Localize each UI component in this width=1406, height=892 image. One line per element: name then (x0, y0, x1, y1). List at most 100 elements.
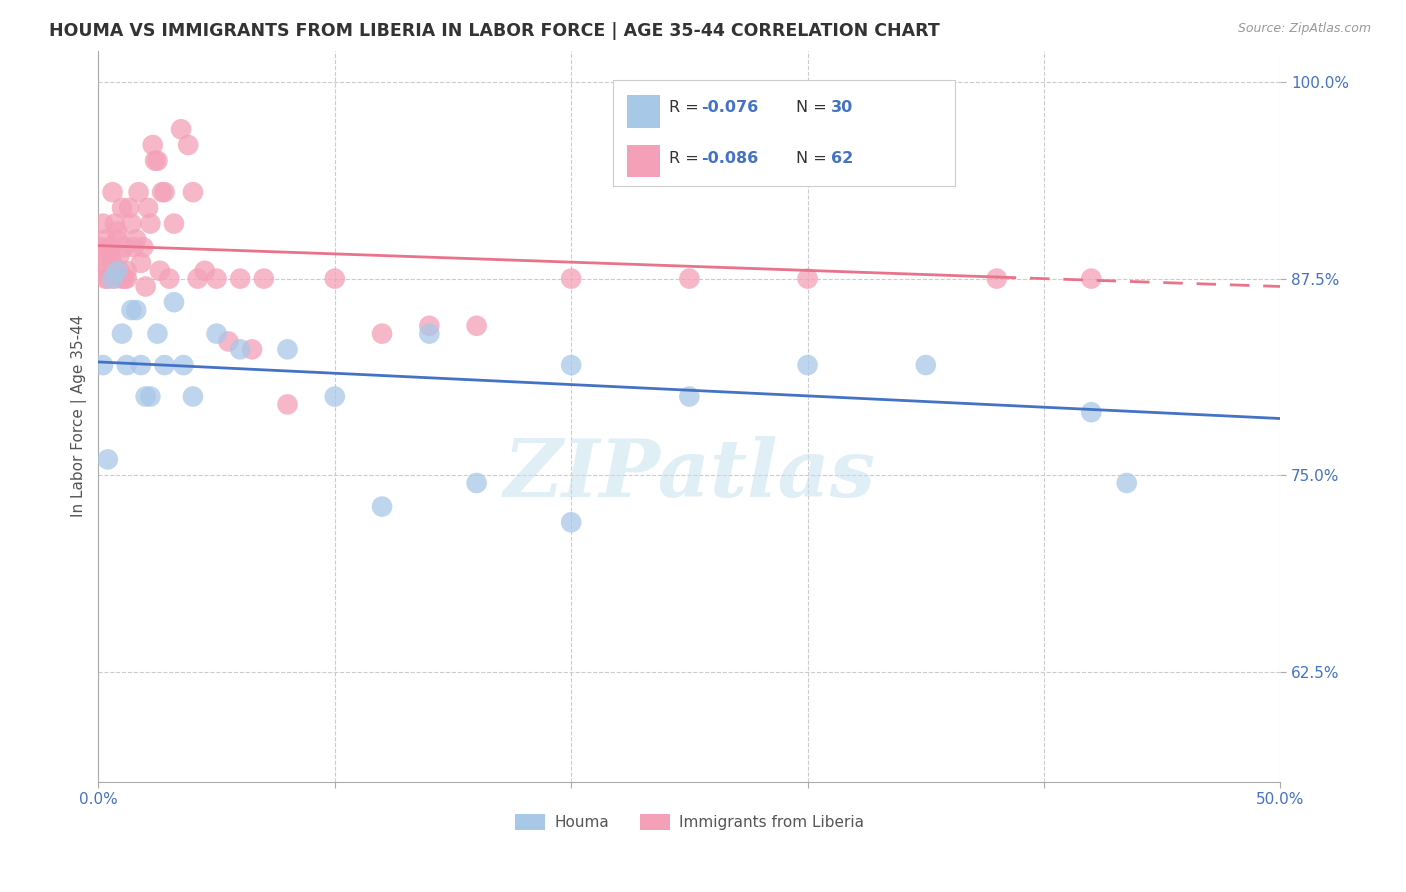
Point (91, 358, 114, 372)
FancyBboxPatch shape (627, 95, 659, 128)
Point (181, 390, 204, 404)
Point (101, 256, 124, 270)
Point (418, 326, 440, 341)
Point (1080, 405, 1102, 419)
Point (111, 271, 134, 285)
Point (229, 343, 252, 357)
Text: HOUMA VS IMMIGRANTS FROM LIBERIA IN LABOR FORCE | AGE 35-44 CORRELATION CHART: HOUMA VS IMMIGRANTS FROM LIBERIA IN LABO… (49, 22, 941, 40)
Point (560, 516, 582, 530)
Point (120, 303, 142, 318)
Point (104, 271, 127, 285)
Point (98, 248, 121, 262)
Point (112, 240, 135, 254)
Point (125, 303, 148, 318)
Point (181, 185, 204, 199)
Point (1080, 271, 1102, 285)
Point (108, 248, 131, 262)
Point (170, 122, 193, 136)
Point (135, 279, 157, 293)
Point (276, 343, 298, 357)
Point (146, 326, 169, 341)
Point (94, 271, 117, 285)
Point (149, 264, 172, 278)
Point (120, 217, 142, 231)
Text: 30: 30 (831, 101, 853, 115)
Point (796, 271, 818, 285)
Point (101, 271, 124, 285)
Point (97, 264, 120, 278)
Point (194, 264, 217, 278)
Point (111, 201, 134, 215)
Text: N =: N = (796, 152, 831, 167)
Point (678, 271, 700, 285)
Point (560, 271, 582, 285)
Point (240, 343, 263, 357)
Point (101, 185, 124, 199)
Point (177, 138, 200, 153)
Point (276, 397, 298, 411)
Point (129, 358, 152, 372)
Point (146, 153, 169, 168)
Point (465, 475, 488, 490)
Point (104, 217, 127, 231)
Point (172, 358, 194, 372)
Point (986, 271, 1008, 285)
Point (142, 138, 165, 153)
Point (560, 358, 582, 372)
Point (111, 326, 134, 341)
Point (105, 224, 128, 238)
Point (678, 390, 700, 404)
Text: N =: N = (796, 101, 831, 115)
Point (105, 232, 128, 246)
Point (129, 256, 152, 270)
Point (150, 185, 173, 199)
Point (108, 264, 131, 278)
Point (418, 318, 440, 333)
Point (136, 201, 159, 215)
Point (323, 271, 346, 285)
Point (91, 217, 114, 231)
Point (163, 217, 186, 231)
Point (139, 390, 162, 404)
Point (94, 232, 117, 246)
Point (371, 326, 394, 341)
Point (135, 390, 157, 404)
Legend: Houma, Immigrants from Liberia: Houma, Immigrants from Liberia (509, 808, 870, 836)
Point (97, 271, 120, 285)
Point (153, 358, 176, 372)
Text: 62: 62 (831, 152, 853, 167)
Point (115, 271, 138, 285)
Point (163, 295, 186, 310)
Point (139, 217, 162, 231)
Point (187, 271, 209, 285)
FancyBboxPatch shape (613, 80, 955, 186)
Text: R =: R = (669, 152, 704, 167)
Text: -0.076: -0.076 (702, 101, 758, 115)
Point (105, 264, 128, 278)
Point (97, 452, 120, 467)
Point (153, 185, 176, 199)
Point (122, 240, 145, 254)
Point (253, 271, 276, 285)
Text: -0.086: -0.086 (702, 152, 758, 167)
Point (90, 248, 112, 262)
Y-axis label: In Labor Force | Age 35-44: In Labor Force | Age 35-44 (72, 315, 87, 517)
FancyBboxPatch shape (627, 145, 659, 178)
Point (914, 358, 936, 372)
Point (118, 201, 141, 215)
Point (796, 358, 818, 372)
Point (115, 358, 138, 372)
Text: Source: ZipAtlas.com: Source: ZipAtlas.com (1237, 22, 1371, 36)
Point (125, 232, 148, 246)
Point (112, 271, 135, 285)
Point (128, 185, 150, 199)
Point (229, 271, 252, 285)
Point (465, 318, 488, 333)
Point (157, 271, 180, 285)
Point (205, 271, 228, 285)
Point (98, 240, 121, 254)
Point (217, 334, 239, 349)
Point (90, 240, 112, 254)
Point (1115, 475, 1137, 490)
Point (132, 240, 155, 254)
